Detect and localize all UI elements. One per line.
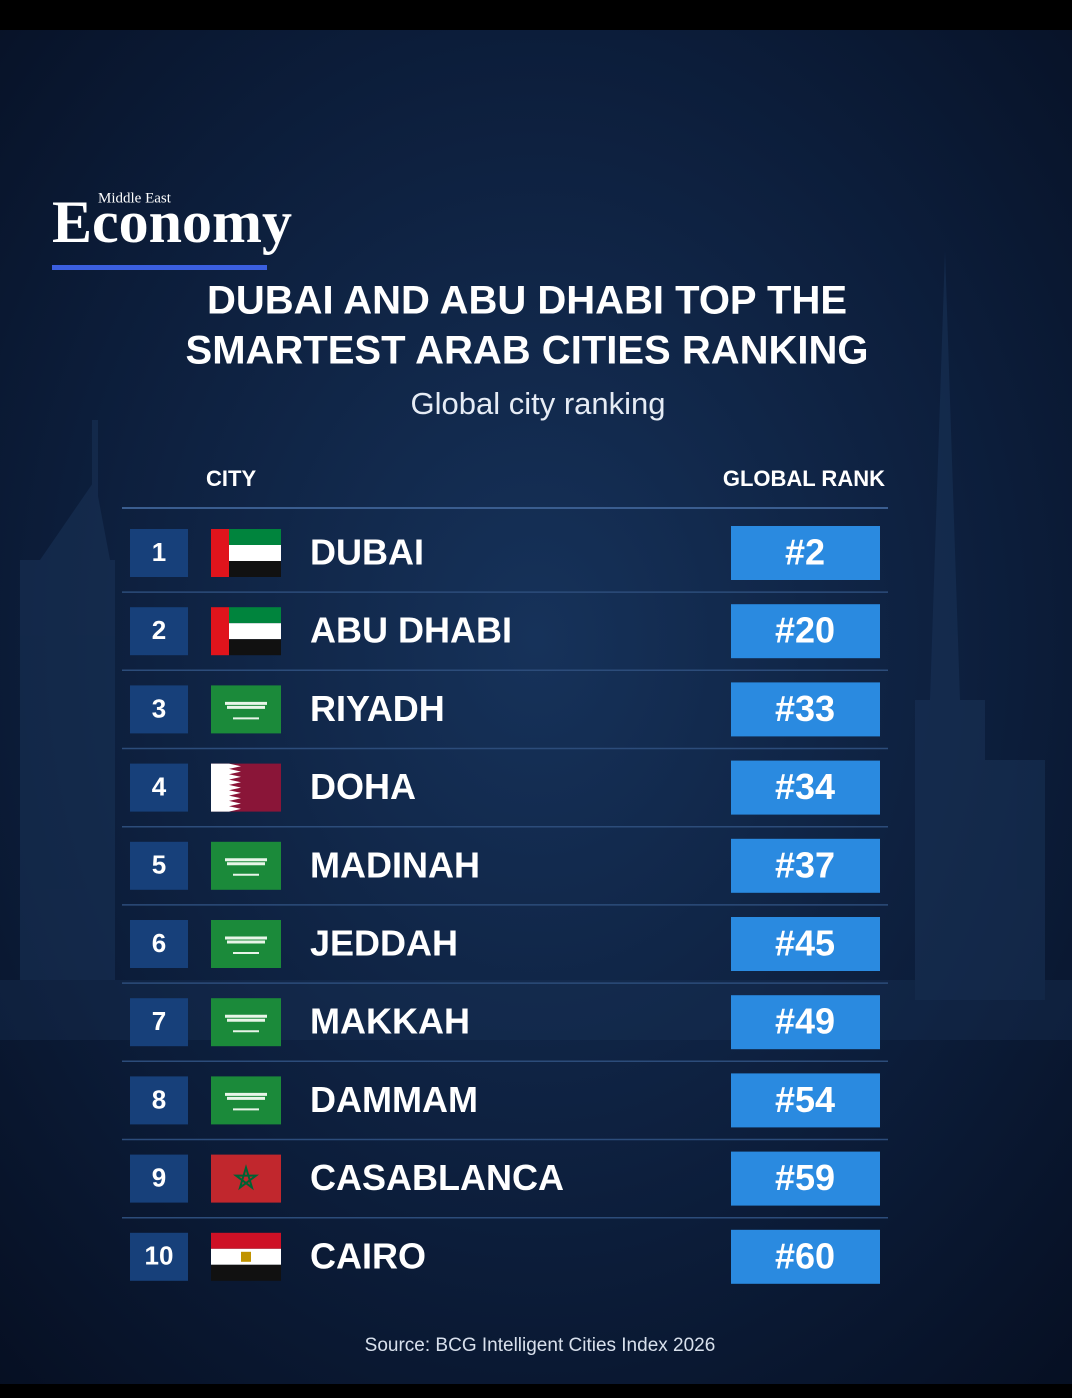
flag-stripe <box>229 639 281 656</box>
flag-field <box>211 1154 281 1203</box>
global-rank-box <box>731 1073 880 1128</box>
global-rank-box <box>731 526 880 580</box>
rank-number: 2 <box>152 615 166 645</box>
global-rank: #37 <box>775 844 835 885</box>
table-row: 6 JEDDAH #45 <box>122 917 888 984</box>
city-name: MADINAH <box>310 844 480 885</box>
city-name: RIYADH <box>310 688 445 729</box>
table-row: 10 CAIRO #60 <box>130 1229 880 1284</box>
global-rank-box <box>731 760 880 815</box>
rank-box <box>130 998 188 1047</box>
rank-box <box>130 1232 188 1281</box>
subtitle: Global city ranking <box>410 386 665 421</box>
global-rank: #54 <box>775 1079 835 1120</box>
brand: Economy <box>52 189 292 255</box>
global-rank-box <box>731 995 880 1050</box>
city-name: DUBAI <box>310 532 424 573</box>
flag-stripe <box>229 529 281 545</box>
global-rank: #49 <box>775 1001 835 1042</box>
flag-emblem <box>225 701 267 709</box>
rows: 1 DUBAI #2 2 ABU DHABI #20 3 RIYADH #33 4 DOHA #34 5… <box>122 526 888 1284</box>
city-name: JEDDAH <box>310 923 458 964</box>
rank-number: 7 <box>152 1006 166 1036</box>
column-header: CITY <box>206 466 256 491</box>
global-rank: #2 <box>785 532 825 573</box>
source: Source: BCG Intelligent Cities Index 202… <box>365 1335 716 1356</box>
global-rank-box <box>731 1151 880 1206</box>
rank-box <box>130 529 188 577</box>
rank-number: 1 <box>152 537 166 567</box>
city-name: MAKKAH <box>310 1001 470 1042</box>
global-rank: #59 <box>775 1157 835 1198</box>
table-row: 5 MADINAH #37 <box>122 838 888 906</box>
table-row: 3 RIYADH #33 <box>122 682 888 750</box>
table-row: 8 DAMMAM #54 <box>122 1073 888 1141</box>
global-rank: #45 <box>775 923 835 964</box>
flag-emblem <box>225 1014 267 1022</box>
table-row: 9 CASABLANCA #59 <box>122 1151 888 1219</box>
global-rank-box <box>731 1229 880 1284</box>
city-name: CASABLANCA <box>310 1157 564 1198</box>
rank-box <box>130 1154 188 1203</box>
flag-emblem <box>241 1251 251 1262</box>
flag-stripe <box>211 1232 281 1249</box>
flag-field <box>211 920 281 968</box>
title-line: SMARTEST ARAB CITIES RANKING <box>186 329 869 373</box>
city-name: ABU DHABI <box>310 610 512 651</box>
flag-emblem <box>233 1164 259 1191</box>
rank-box <box>130 920 188 968</box>
flag-field <box>211 1076 281 1125</box>
rank-box <box>130 841 188 890</box>
rank-box <box>130 763 188 812</box>
rank-number: 5 <box>152 850 166 880</box>
rank-number: 9 <box>152 1162 166 1192</box>
flag-emblem <box>225 858 267 866</box>
rank-box <box>130 607 188 656</box>
table-row: 2 ABU DHABI #20 <box>122 604 888 672</box>
city-name: DOHA <box>310 766 416 807</box>
flag-stripe <box>229 623 281 640</box>
brand-small: Middle East <box>98 190 172 206</box>
flag-stripe <box>229 545 281 561</box>
global-rank: #60 <box>775 1235 835 1276</box>
global-rank-box <box>731 838 880 893</box>
flag-stripe <box>211 607 229 656</box>
rank-number: 10 <box>145 1241 174 1271</box>
rank-number: 4 <box>152 771 167 801</box>
flag-field <box>211 998 281 1047</box>
global-rank-box <box>731 917 880 971</box>
flag-field <box>211 763 241 812</box>
table-row: 7 MAKKAH #49 <box>122 995 888 1063</box>
table-row: 4 DOHA #34 <box>122 760 888 828</box>
flag-emblem <box>225 1092 267 1100</box>
rank-number: 3 <box>152 693 166 723</box>
rank-box <box>130 685 188 734</box>
global-rank: #34 <box>775 766 835 807</box>
rank-box <box>130 1076 188 1125</box>
flag-field <box>211 841 281 890</box>
flag-emblem <box>225 936 267 944</box>
flag-stripe <box>229 561 281 577</box>
flag-stripe <box>211 1264 281 1281</box>
global-rank: #33 <box>775 688 835 729</box>
title-line: DUBAI AND ABU DHABI TOP THE <box>207 279 847 323</box>
rank-number: 8 <box>152 1084 166 1114</box>
global-rank-box <box>731 682 880 737</box>
table-row: 1 DUBAI #2 <box>122 526 888 593</box>
global-rank-box <box>731 604 880 659</box>
city-name: DAMMAM <box>310 1079 478 1120</box>
flag-stripe <box>229 607 281 624</box>
flag-stripe <box>211 529 229 577</box>
brand-underline <box>52 265 267 270</box>
rank-number: 6 <box>152 928 166 958</box>
city-name: CAIRO <box>310 1235 426 1276</box>
flag-field <box>211 685 281 734</box>
global-rank: #20 <box>775 610 835 651</box>
column-header: GLOBAL RANK <box>723 466 885 491</box>
